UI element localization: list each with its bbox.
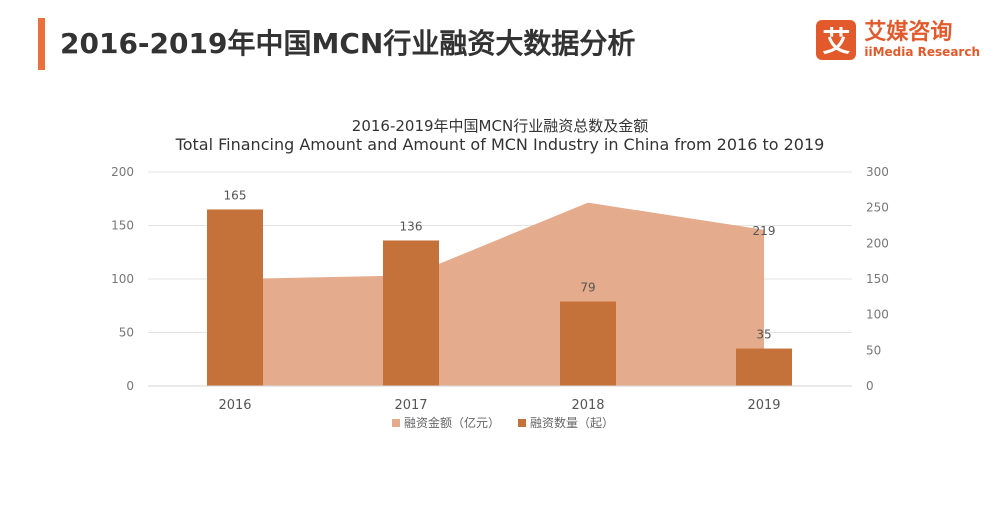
chart-title: 2016-2019年中国MCN行业融资总数及金额 [351, 117, 649, 135]
logo-mark-icon: 艾 [816, 20, 857, 60]
legend-swatch [392, 419, 400, 427]
y-left-tick-label: 50 [119, 326, 134, 340]
legend-label: 融资数量（起） [530, 415, 614, 430]
financing-count-bar [207, 209, 263, 386]
page-title: 2016-2019年中国MCN行业融资大数据分析 [60, 27, 636, 60]
chart-subtitle: Total Financing Amount and Amount of MCN… [175, 135, 825, 154]
legend-swatch [518, 419, 526, 427]
financing-count-bar [560, 301, 616, 386]
y-left-tick-label: 150 [111, 219, 134, 233]
y-right-tick-label: 250 [866, 201, 889, 215]
financing-count-bar [736, 348, 792, 386]
bar-data-label: 136 [400, 219, 423, 233]
legend-label: 融资金额（亿元） [404, 415, 500, 430]
y-right-tick-label: 200 [866, 236, 889, 250]
logo-name-en: iiMedia Research [864, 44, 980, 59]
y-left-tick-label: 100 [111, 272, 134, 286]
y-right-tick-label: 0 [866, 379, 874, 393]
x-tick-label: 2019 [747, 398, 780, 413]
financing-amount-area [235, 202, 764, 386]
y-left-tick-label: 200 [111, 165, 134, 179]
title-accent-bar [38, 18, 45, 70]
y-right-tick-label: 50 [866, 343, 881, 357]
financing-count-bar [383, 240, 439, 386]
y-right-tick-label: 150 [866, 272, 889, 286]
x-tick-label: 2017 [394, 398, 427, 413]
y-left-tick-label: 0 [126, 379, 134, 393]
bar-data-label: 35 [756, 328, 771, 342]
x-tick-label: 2016 [218, 398, 251, 413]
iimedia-logo: 艾 艾媒咨询 iiMedia Research [816, 20, 980, 60]
bar-data-label: 79 [580, 280, 595, 294]
logo-name-cn: 艾媒咨询 [864, 20, 953, 46]
x-tick-label: 2018 [571, 398, 604, 413]
y-right-tick-label: 100 [866, 308, 889, 322]
bar-data-label: 165 [224, 188, 247, 202]
area-data-label: 219 [753, 224, 776, 238]
y-right-tick-label: 300 [866, 165, 889, 179]
